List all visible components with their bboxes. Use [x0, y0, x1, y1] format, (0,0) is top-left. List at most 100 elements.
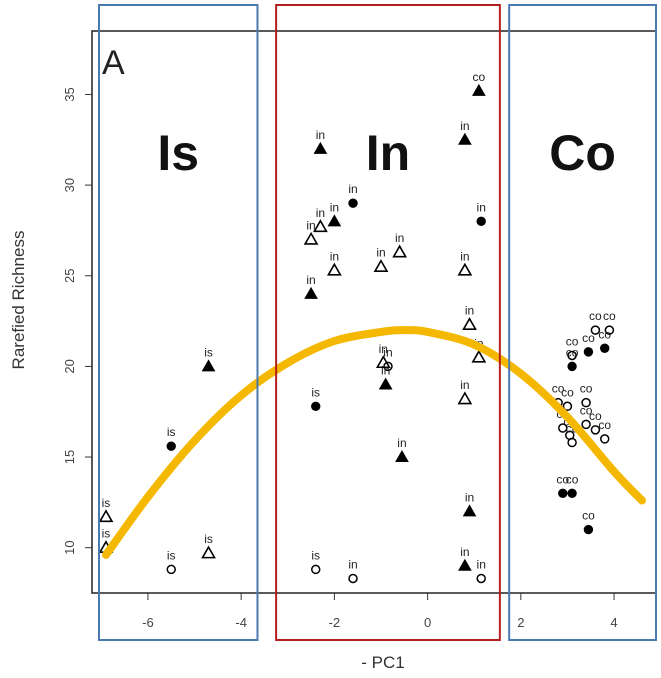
point-label: in — [383, 345, 392, 359]
x-axis-ticks: -6 -4 -2 0 2 4 — [142, 593, 618, 630]
region-box-is — [98, 4, 259, 641]
point-label: co — [580, 403, 593, 417]
y-axis-title: Rarefied Richness — [9, 231, 28, 370]
point-marker-open-circle — [604, 325, 615, 335]
x-tick-label: 4 — [610, 615, 617, 630]
point-marker-open-circle — [166, 564, 176, 575]
point-label: co — [473, 70, 486, 84]
point-label: in — [379, 342, 388, 356]
point-label: in — [477, 557, 486, 571]
region-label-is: Is — [157, 125, 199, 181]
point-marker-open-triangle — [457, 262, 473, 276]
x-tick-label: -2 — [329, 615, 341, 630]
point-label: in — [397, 436, 406, 450]
y-tick-label: 30 — [62, 178, 77, 192]
point-marker-open-triangle — [303, 231, 319, 245]
point-label: in — [376, 246, 385, 260]
region-box-co — [508, 4, 657, 641]
point-marker-open-circle — [590, 425, 601, 435]
point-label: co — [566, 472, 579, 486]
point-marker-filled-triangle — [395, 450, 409, 463]
point-marker-filled-circle — [583, 524, 594, 535]
x-tick-label: 2 — [517, 615, 524, 630]
y-axis-ticks: 10 15 20 25 30 35 — [62, 87, 92, 555]
point-marker-open-triangle — [313, 219, 328, 233]
point-label: co — [598, 418, 611, 432]
panel-letter: A — [102, 44, 125, 82]
point-marker-filled-triangle — [462, 504, 477, 517]
x-tick-label: -4 — [235, 615, 247, 630]
x-tick-label: -6 — [142, 615, 154, 630]
point-label: in — [316, 128, 325, 142]
point-marker-open-circle — [562, 401, 573, 412]
point-marker-open-circle — [599, 434, 610, 444]
point-label: in — [348, 182, 357, 196]
point-marker-open-triangle — [373, 259, 389, 272]
point-marker-open-circle — [383, 361, 393, 372]
point-marker-open-triangle — [462, 317, 477, 330]
point-marker-filled-circle — [558, 488, 568, 498]
point-marker-open-circle — [476, 573, 486, 584]
point-label: co — [589, 309, 602, 323]
point-label: co — [566, 335, 579, 349]
point-label: in — [330, 200, 339, 214]
point-marker-open-circle — [590, 325, 601, 335]
point-label: co — [589, 409, 602, 423]
point-marker-open-triangle — [457, 391, 473, 405]
point-label: in — [316, 206, 325, 220]
point-label: is — [167, 425, 176, 439]
point-marker-open-circle — [567, 437, 577, 448]
y-tick-label: 25 — [62, 269, 77, 283]
point-label: in — [330, 249, 339, 263]
point-label: in — [477, 200, 486, 214]
point-marker-filled-circle — [476, 216, 486, 227]
point-label: co — [580, 382, 593, 396]
point-marker-filled-circle — [583, 347, 594, 357]
point-label: is — [204, 345, 213, 359]
point-marker-open-triangle — [201, 545, 216, 559]
point-label: in — [465, 490, 474, 504]
point-label: in — [381, 364, 390, 378]
point-marker-filled-triangle — [378, 377, 393, 390]
x-axis-title: - PC1 — [361, 653, 404, 672]
region-label-in: In — [366, 125, 410, 181]
point-marker-open-circle — [581, 397, 591, 408]
point-marker-open-triangle — [471, 349, 487, 363]
point-label: is — [311, 385, 320, 399]
point-marker-open-triangle — [327, 262, 342, 276]
point-label: is — [311, 548, 320, 562]
point-marker-open-triangle — [98, 509, 114, 523]
point-label: is — [167, 548, 176, 562]
point-marker-open-circle — [567, 350, 577, 361]
y-tick-label: 15 — [62, 450, 77, 464]
point-label: in — [306, 218, 315, 232]
point-marker-filled-circle — [311, 401, 321, 411]
point-marker-filled-triangle — [313, 141, 328, 154]
point-marker-filled-triangle — [327, 214, 342, 227]
region-box-in — [275, 4, 501, 641]
point-marker-open-circle — [310, 564, 321, 575]
point-marker-filled-triangle — [201, 359, 216, 372]
point-label: co — [552, 382, 565, 396]
point-label: co — [556, 472, 569, 486]
point-marker-open-circle — [558, 423, 568, 433]
x-tick-label: 0 — [424, 615, 431, 630]
point-label: co — [603, 309, 616, 323]
point-marker-filled-triangle — [458, 132, 472, 145]
point-label: is — [102, 527, 111, 541]
point-marker-filled-circle — [567, 361, 577, 372]
point-label: in — [395, 231, 404, 245]
point-marker-filled-circle — [600, 343, 610, 353]
point-label: co — [561, 385, 574, 399]
plot-frame — [91, 30, 657, 594]
point-marker-filled-circle — [567, 488, 577, 498]
point-marker-open-triangle — [392, 244, 408, 258]
point-marker-filled-circle — [348, 198, 358, 208]
point-label: in — [460, 545, 469, 559]
point-label: is — [204, 532, 213, 546]
fit-curve — [101, 326, 647, 559]
y-tick-label: 35 — [62, 87, 77, 101]
point-label: co — [582, 331, 595, 345]
point-label: co — [582, 509, 595, 523]
